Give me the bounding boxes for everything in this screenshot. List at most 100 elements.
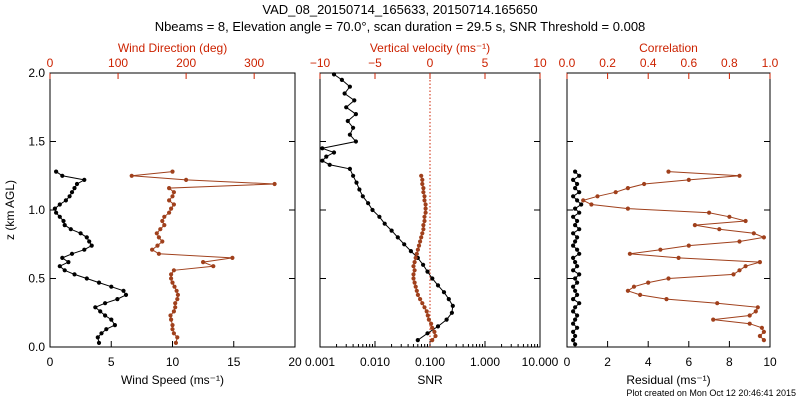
data-point <box>422 305 427 310</box>
data-point <box>575 325 580 330</box>
data-point <box>717 227 722 232</box>
data-point <box>158 227 163 232</box>
data-point <box>60 173 65 178</box>
top-tick-label: −10 <box>310 56 331 70</box>
data-point <box>72 186 77 191</box>
figure-subtitle: Nbeams = 8, Elevation angle = 70.0°, sca… <box>155 19 646 34</box>
data-point <box>571 194 576 199</box>
bottom-tick-label: 8 <box>726 355 733 369</box>
data-point <box>84 235 89 240</box>
top-tick-label: 0.6 <box>680 56 697 70</box>
data-point <box>589 202 594 207</box>
data-point <box>420 181 425 187</box>
data-point <box>575 292 580 297</box>
data-point <box>201 260 206 265</box>
data-point <box>123 292 129 297</box>
series-residual <box>571 169 584 347</box>
bottom-tick-label: 0 <box>564 355 571 369</box>
footer-timestamp: Plot created on Mon Oct 12 20:46:41 2015 <box>626 388 796 398</box>
top-tick-label: 10 <box>533 56 547 70</box>
data-point <box>577 251 582 256</box>
data-point <box>573 276 578 281</box>
series-wind-speed <box>52 169 129 345</box>
data-point <box>573 260 578 265</box>
data-point <box>170 194 175 199</box>
data-point <box>61 218 66 224</box>
bottom-tick-label: 10.000 <box>522 355 559 369</box>
data-point <box>577 301 582 306</box>
data-point <box>430 338 435 343</box>
data-point <box>422 194 427 199</box>
data-point <box>737 173 742 178</box>
data-point <box>658 247 663 252</box>
data-point <box>95 335 100 340</box>
data-point <box>62 223 67 228</box>
data-point <box>573 305 578 310</box>
data-point <box>573 223 578 228</box>
data-point <box>412 268 417 273</box>
data-point <box>109 317 114 322</box>
data-point <box>414 288 419 293</box>
data-point <box>751 231 756 236</box>
data-point <box>345 118 350 124</box>
data-point <box>170 169 175 174</box>
top-tick-label: 300 <box>244 56 264 70</box>
data-point <box>320 146 325 151</box>
data-point <box>571 243 576 248</box>
data-point <box>575 280 580 285</box>
data-point <box>415 292 420 297</box>
bottom-tick-label: 20 <box>288 355 302 369</box>
data-point <box>571 177 576 182</box>
top-axis-label: Correlation <box>639 41 698 55</box>
data-point <box>666 276 671 281</box>
data-point <box>421 262 426 267</box>
data-point <box>577 210 582 215</box>
data-point <box>424 309 429 314</box>
data-point <box>167 210 172 215</box>
data-point <box>98 309 103 314</box>
data-point <box>577 272 582 277</box>
data-point <box>627 251 633 256</box>
top-tick-label: 0.8 <box>721 56 738 70</box>
data-point <box>676 255 681 260</box>
data-point <box>416 243 422 248</box>
data-point <box>169 272 174 277</box>
data-point <box>87 239 92 244</box>
data-point <box>412 260 417 265</box>
data-point <box>571 309 576 314</box>
data-point <box>743 218 748 224</box>
data-point <box>646 280 651 285</box>
data-point <box>170 323 175 328</box>
y-tick-label: 0.0 <box>28 340 45 354</box>
data-point <box>575 313 580 318</box>
data-point <box>415 338 420 343</box>
data-point <box>211 264 216 269</box>
data-point <box>99 331 104 336</box>
data-point <box>366 201 371 206</box>
data-point <box>129 173 134 178</box>
data-point <box>175 335 180 340</box>
data-point <box>571 321 576 326</box>
data-point <box>737 239 742 244</box>
data-point <box>347 84 352 89</box>
data-point <box>573 239 578 244</box>
data-point <box>430 325 435 330</box>
data-point <box>352 98 357 103</box>
data-point <box>169 206 174 211</box>
data-point <box>347 132 352 137</box>
data-point <box>93 305 98 310</box>
data-point <box>52 206 58 211</box>
data-point <box>420 231 425 236</box>
data-point <box>747 313 752 318</box>
top-tick-label: 0 <box>427 56 434 70</box>
data-point <box>413 255 418 260</box>
bottom-tick-label: 0.010 <box>360 355 390 369</box>
data-point <box>432 329 437 334</box>
data-point <box>575 247 580 252</box>
data-point <box>155 243 160 248</box>
data-point <box>571 329 576 334</box>
data-point <box>162 214 167 219</box>
data-point <box>571 268 576 273</box>
data-point <box>435 324 441 329</box>
data-point <box>115 297 120 302</box>
